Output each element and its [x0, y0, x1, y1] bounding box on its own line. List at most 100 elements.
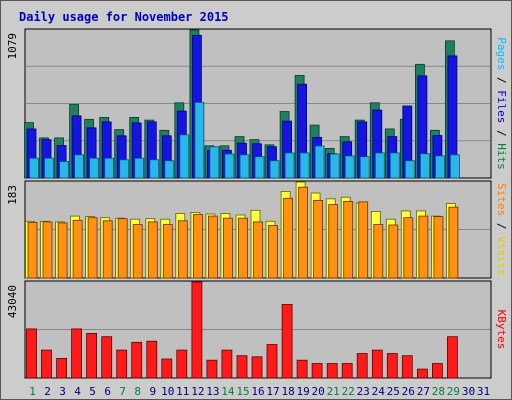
bar-kbytes-day-13 [206, 359, 218, 379]
x-tick-label-day-28: 28 [432, 385, 445, 398]
bar-pages-day-26 [404, 160, 415, 179]
x-tick-label-day-22: 22 [342, 385, 355, 398]
bar-pages-day-27 [419, 153, 430, 179]
bar-sites-day-18 [283, 197, 294, 279]
legend-entry: Files [495, 90, 508, 123]
bar-kbytes-day-15 [236, 355, 248, 379]
bar-sites-day-28 [433, 216, 444, 279]
bar-sites-day-21 [328, 204, 339, 279]
x-tick-label-day-2: 2 [44, 385, 51, 398]
x-tick-label-day-14: 14 [221, 385, 235, 398]
x-tick-label-day-12: 12 [191, 385, 204, 398]
bar-sites-day-14 [222, 217, 233, 279]
bar-pages-day-14 [224, 153, 235, 179]
legend-entry: KBytes [495, 310, 508, 350]
bar-kbytes-day-10 [161, 358, 173, 379]
panel-visits: 183 Sites / Visits [6, 180, 508, 279]
bar-kbytes-day-28 [431, 363, 443, 379]
series-pages [29, 102, 460, 179]
bar-kbytes-day-27 [416, 368, 428, 379]
legend-entry: / [495, 216, 508, 236]
bar-sites-day-6 [102, 220, 113, 279]
bar-sites-day-2 [42, 221, 53, 279]
bar-pages-day-20 [314, 145, 325, 179]
bar-pages-day-17 [269, 160, 280, 179]
bar-sites-day-24 [373, 224, 384, 279]
bar-pages-day-23 [359, 156, 370, 179]
x-tick-label-day-10: 10 [161, 385, 174, 398]
bar-kbytes-day-6 [101, 336, 113, 379]
bar-pages-day-8 [134, 157, 145, 179]
bar-sites-day-15 [238, 217, 248, 279]
x-tick-label-day-20: 20 [311, 385, 324, 398]
panel-hits: 1079 Pages / Files / Hits [6, 28, 508, 179]
x-tick-label-day-13: 13 [206, 385, 219, 398]
legend-entry: Hits [495, 143, 508, 170]
bar-pages-day-19 [299, 152, 310, 179]
bar-kbytes-day-4 [71, 328, 82, 379]
x-tick-label-day-16: 16 [251, 385, 264, 398]
y-max-label-visits: 183 [6, 185, 19, 205]
x-tick-label-day-21: 21 [327, 385, 340, 398]
bar-sites-day-19 [298, 186, 309, 279]
x-tick-label-day-15: 15 [236, 385, 249, 398]
bar-pages-day-15 [239, 154, 250, 179]
bar-pages-day-24 [374, 152, 385, 179]
bar-kbytes-day-22 [341, 363, 353, 379]
bar-kbytes-day-12 [191, 281, 203, 379]
legend-entry: / [495, 123, 508, 143]
bar-kbytes-day-25 [386, 353, 398, 379]
bar-kbytes-day-23 [356, 353, 368, 379]
x-tick-label-day-17: 17 [266, 385, 279, 398]
bar-kbytes-day-14 [221, 349, 233, 379]
bar-sites-day-7 [117, 218, 128, 279]
x-tick-label-day-23: 23 [357, 385, 370, 398]
x-tick-label-day-5: 5 [89, 385, 96, 398]
bar-pages-day-3 [59, 161, 69, 179]
x-tick-label-day-27: 27 [417, 385, 430, 398]
bar-kbytes-day-17 [266, 344, 278, 379]
bar-sites-day-1 [27, 221, 38, 279]
side-legend-kbytes: KBytes [495, 310, 508, 350]
bar-sites-day-25 [388, 224, 399, 279]
series-kbytes [26, 281, 458, 379]
bar-sites-day-26 [403, 217, 414, 279]
bar-pages-day-1 [29, 157, 39, 179]
x-tick-label-day-24: 24 [372, 385, 386, 398]
bar-pages-day-5 [89, 157, 99, 179]
bar-pages-day-13 [209, 146, 220, 179]
bar-kbytes-day-20 [311, 363, 323, 379]
bar-kbytes-day-2 [41, 349, 52, 379]
bar-kbytes-day-7 [116, 349, 128, 379]
bar-sites-day-29 [448, 206, 459, 279]
bar-sites-day-10 [162, 224, 173, 279]
bar-sites-day-4 [72, 219, 83, 279]
bar-pages-day-4 [74, 154, 84, 179]
bar-kbytes-day-19 [296, 359, 308, 379]
bar-kbytes-day-3 [56, 357, 67, 379]
bar-pages-day-21 [329, 153, 340, 179]
bar-pages-day-7 [119, 159, 130, 179]
x-tick-label-day-8: 8 [134, 385, 141, 398]
legend-entry: Visits [495, 236, 508, 276]
bar-pages-day-22 [344, 155, 355, 179]
x-tick-label-day-3: 3 [59, 385, 66, 398]
bar-sites-day-20 [313, 199, 324, 279]
bar-kbytes-day-18 [281, 303, 293, 379]
x-tick-label-day-6: 6 [104, 385, 111, 398]
bar-sites-day-23 [358, 201, 369, 279]
bar-pages-day-12 [194, 102, 205, 179]
bar-sites-day-16 [253, 221, 263, 279]
x-tick-label-day-9: 9 [149, 385, 156, 398]
bar-pages-day-2 [44, 157, 54, 179]
bar-sites-day-11 [177, 220, 188, 279]
bar-sites-day-9 [147, 221, 158, 279]
bar-pages-day-16 [254, 156, 265, 179]
x-tick-label-day-18: 18 [281, 385, 294, 398]
bar-pages-day-25 [389, 152, 400, 179]
bar-sites-day-8 [132, 224, 143, 279]
bar-kbytes-day-16 [251, 356, 263, 379]
bar-kbytes-day-11 [176, 349, 188, 379]
side-legend-visits: Sites / Visits [495, 183, 508, 276]
